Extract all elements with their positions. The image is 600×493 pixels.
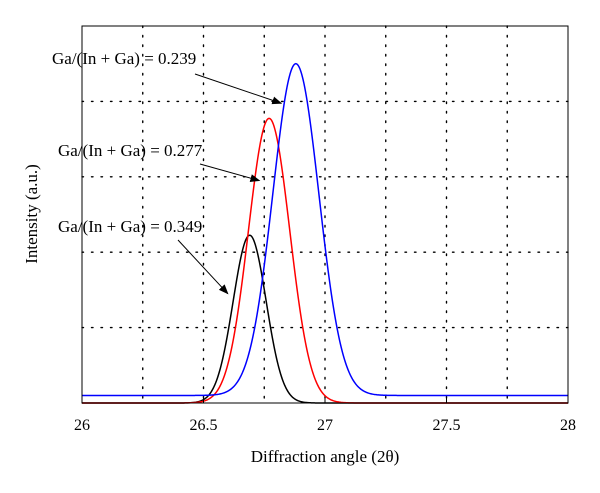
x-tick-label: 26 [74,417,90,434]
x-tick-label: 27.5 [433,417,461,434]
x-tick-label: 28 [560,417,576,434]
series-line-2 [82,62,568,397]
y-axis-label: Intensity (a.u.) [22,164,41,264]
annotation-arrow-1 [199,163,261,183]
annotation-arrow-0 [194,73,283,105]
x-tick-label: 26.5 [190,417,218,434]
annotation-arrow-2 [177,239,229,295]
grid-layer [81,25,569,404]
annotation-label-0: Ga/(In + Ga) = 0.239 [52,49,196,68]
annotation-layer: Ga/(In + Ga) = 0.239 Ga/(In + Ga) = 0.277… [52,49,283,295]
tick-layer: 26 26.5 27 27.5 28 [74,398,576,434]
x-axis-label: Diffraction angle (2θ) [251,447,400,466]
annotation-label-2: Ga/(In + Ga) = 0.349 [58,217,202,236]
x-tick-label: 27 [317,417,333,434]
annotation-label-1: Ga/(In + Ga) = 0.277 [58,141,203,160]
